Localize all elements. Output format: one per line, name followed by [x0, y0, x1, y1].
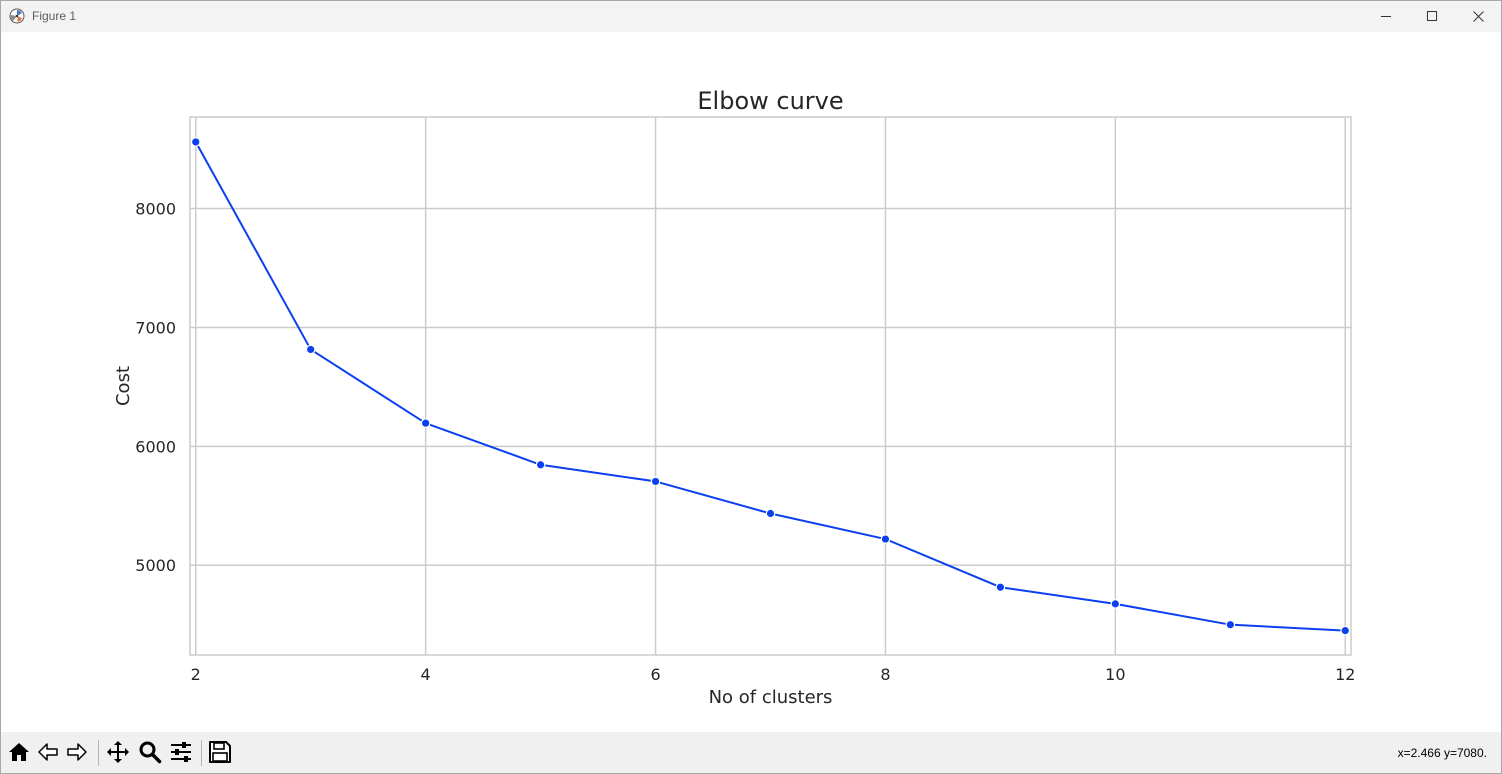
minimize-icon: [1381, 16, 1391, 17]
data-point: [1225, 619, 1236, 630]
cursor-coordinates: x=2.466 y=7080.: [1397, 746, 1487, 760]
zoom-icon: [139, 741, 162, 764]
move-icon: [107, 741, 129, 763]
x-tick-label: 8: [880, 665, 890, 684]
home-button[interactable]: [5, 737, 33, 767]
save-button[interactable]: [206, 737, 234, 767]
back-button[interactable]: [34, 737, 62, 767]
forward-button[interactable]: [63, 737, 91, 767]
forward-arrow-icon: [67, 743, 87, 761]
sliders-icon: [171, 742, 191, 762]
save-icon: [209, 741, 231, 763]
x-tick-label: 6: [650, 665, 660, 684]
data-point: [995, 582, 1006, 593]
y-axis-label: Cost: [113, 366, 134, 406]
back-arrow-icon: [38, 743, 58, 761]
close-icon: [1473, 11, 1484, 22]
x-axis-label: No of clusters: [709, 687, 833, 708]
toolbar-separator: [201, 740, 202, 766]
data-point: [190, 137, 201, 147]
data-point: [305, 344, 316, 355]
x-tick-label: 2: [191, 665, 201, 684]
x-tick-label: 4: [421, 665, 431, 684]
figure-canvas[interactable]: 2 4 6 8 10 12 5000 6000 7000 8000 Elbow curve No …: [1, 32, 1501, 731]
close-button[interactable]: [1456, 1, 1502, 32]
data-point: [880, 534, 891, 544]
y-tick-label: 6000: [135, 437, 176, 456]
configure-subplots-button[interactable]: [167, 737, 195, 767]
maximize-icon: [1427, 11, 1437, 21]
x-tick-label: 10: [1105, 665, 1125, 684]
data-point: [1110, 599, 1121, 609]
data-point: [1340, 625, 1351, 636]
x-tick-label: 12: [1335, 665, 1355, 684]
title-bar[interactable]: Figure 1: [1, 1, 1501, 32]
data-point: [535, 459, 546, 470]
y-tick-label: 7000: [135, 318, 176, 337]
y-tick-label: 8000: [135, 200, 176, 219]
home-icon: [9, 743, 29, 761]
y-tick-label: 5000: [135, 556, 176, 575]
data-point: [765, 508, 776, 519]
data-point: [420, 418, 431, 428]
elbow-chart: 2 4 6 8 10 12 5000 6000 7000 8000 Elbow curve No …: [113, 87, 1355, 708]
matplotlib-logo-icon: [9, 8, 25, 24]
data-point: [650, 476, 661, 487]
series-line: [194, 141, 1346, 632]
chart-title: Elbow curve: [697, 87, 843, 115]
minimize-button[interactable]: [1364, 1, 1410, 32]
navigation-toolbar: x=2.466 y=7080.: [1, 732, 1501, 773]
axes-frame: [189, 116, 1352, 656]
pan-button[interactable]: [104, 737, 132, 767]
maximize-button[interactable]: [1410, 1, 1456, 32]
window-title: Figure 1: [32, 9, 77, 23]
zoom-button[interactable]: [136, 737, 164, 767]
toolbar-separator: [98, 740, 99, 766]
